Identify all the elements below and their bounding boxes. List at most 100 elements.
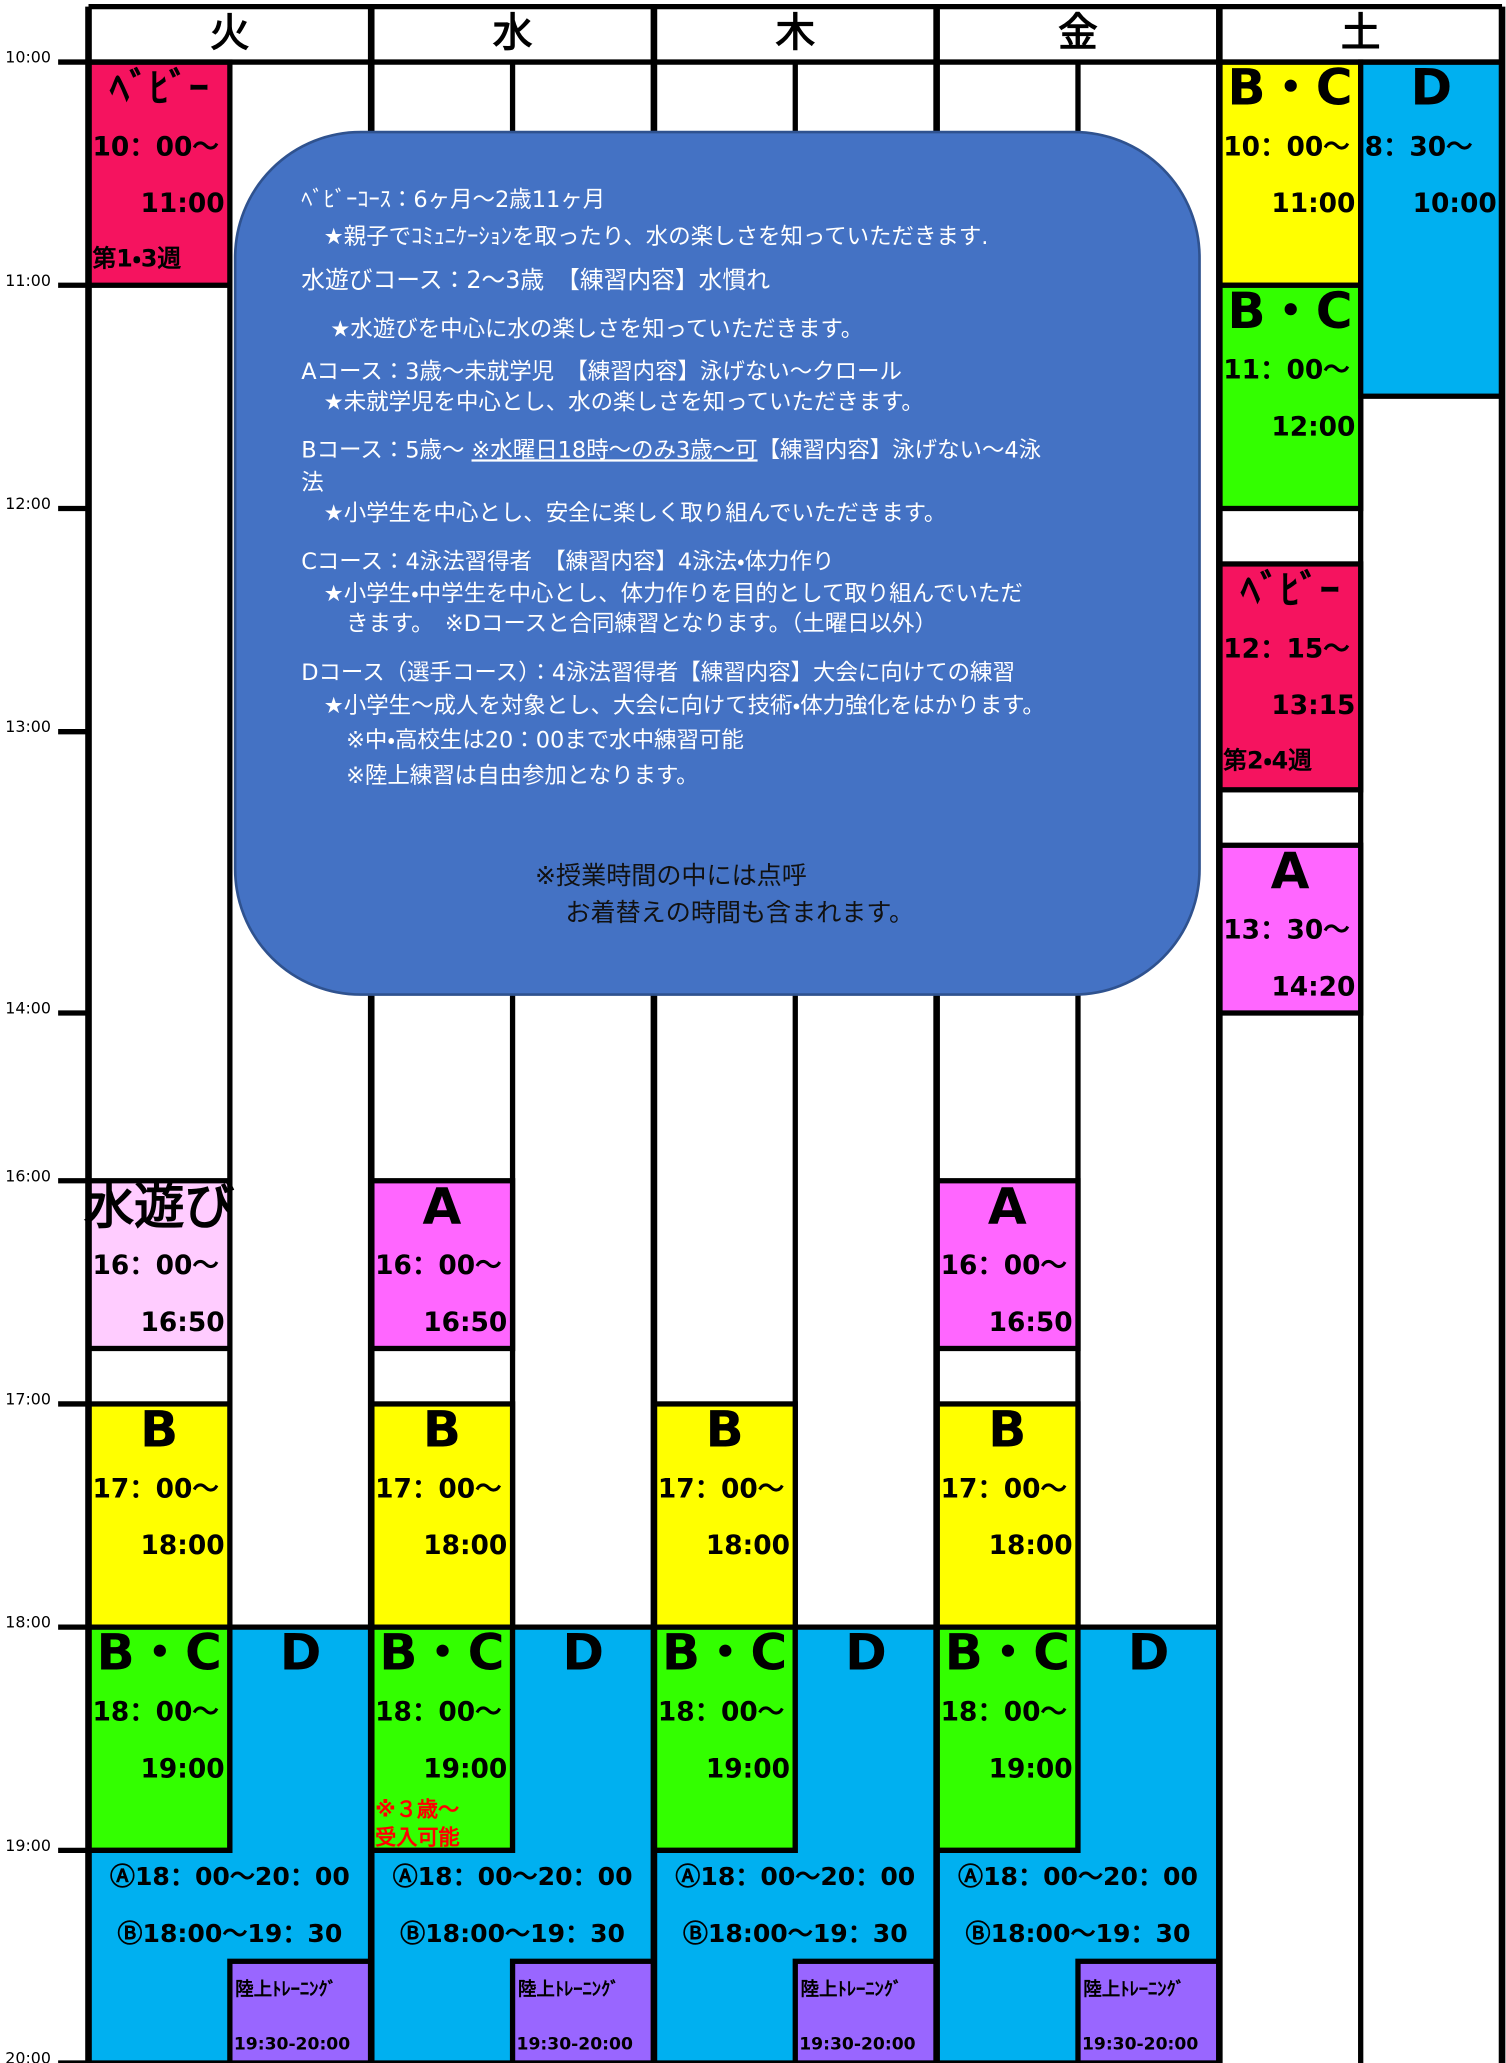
block-text: 陸上ﾄﾚｰﾆﾝｸﾞ — [801, 1978, 903, 2000]
block-text: 11：00～ — [1223, 355, 1349, 386]
block-text: B・C — [379, 1623, 504, 1682]
block-text: 18:00 — [141, 1530, 225, 1561]
info-text: Bコース：5歳～ ※水曜日18時～のみ3歳～可【練習内容】泳げない～4泳 — [301, 437, 1041, 463]
block-text: 10:00 — [1413, 188, 1497, 219]
block-text: 19:00 — [706, 1753, 790, 1784]
block-text: 受入可能 — [375, 1824, 460, 1849]
block-text: B・C — [97, 1623, 222, 1682]
time-label: 11:00 — [5, 271, 51, 290]
block-text: 17：00～ — [92, 1473, 218, 1504]
block-text: D — [845, 1623, 887, 1682]
block-text: B — [423, 1400, 461, 1459]
info-text: ★小学生を中心とし、安全に楽しく取り組んでいただきます。 — [324, 500, 947, 526]
block-text: 14:20 — [1271, 971, 1355, 1002]
block-text: 17：00～ — [658, 1473, 784, 1504]
info-text: ※中・高校生は20：00まで水中練習可能 — [346, 727, 744, 753]
block-text: 11:00 — [141, 188, 225, 219]
info-footer: ※授業時間の中には点呼 — [535, 861, 807, 890]
info-text: 水遊びコース：2～3歳 【練習内容】水慣れ — [301, 266, 770, 294]
class-block — [368, 1178, 516, 1352]
info-panel — [233, 130, 1201, 996]
block-text: 18:00 — [423, 1530, 507, 1561]
day-header: 土 — [1341, 10, 1381, 56]
info-box: ﾍﾞﾋﾞｰｺｰｽ：6ヶ月～2歳11ヶ月 ★親子でｺﾐｭﾆｹｰｼｮﾝを取ったり、水… — [233, 130, 1201, 996]
block-text: 第2・4週 — [1223, 747, 1312, 775]
info-text: ★水遊びを中心に水の楽しさを知っていただきます。 — [330, 317, 863, 343]
info-text: ★親子でｺﾐｭﾆｹｰｼｮﾝを取ったり、水の楽しさを知っていただきます. — [324, 224, 989, 250]
block-text: 19:30-20:00 — [234, 2035, 350, 2055]
block-text: 12：15～ — [1223, 633, 1349, 664]
block-text: 17：00～ — [375, 1473, 501, 1504]
info-footer: お着替えの時間も含まれます。 — [565, 898, 914, 927]
block-text: B・C — [1227, 58, 1352, 117]
block-text: 水遊び — [83, 1176, 235, 1235]
time-label: 16:00 — [5, 1166, 51, 1185]
block-text: 陸上ﾄﾚｰﾆﾝｸﾞ — [518, 1978, 620, 2000]
class-block — [509, 1958, 657, 2063]
block-text: 12:00 — [1271, 411, 1355, 442]
info-text: ★小学生～成人を対象とし、大会に向けて技術・体力強化をはかります。 — [324, 693, 1045, 719]
block-text: B・C — [1227, 281, 1352, 340]
block-text: D — [1128, 1623, 1170, 1682]
block-text: Ⓑ18:00～19：30 — [117, 1919, 342, 1948]
block-text: 11:00 — [1271, 188, 1355, 219]
info-text: ★未就学児を中心とし、水の楽しさを知っていただきます。 — [324, 389, 924, 415]
block-text: Ⓑ18:00～19：30 — [966, 1919, 1191, 1948]
block-text: B・C — [945, 1623, 1070, 1682]
class-block — [368, 1401, 516, 1630]
block-text: 陸上ﾄﾚｰﾆﾝｸﾞ — [1083, 1978, 1185, 2000]
time-label: 13:00 — [5, 717, 51, 736]
block-text: 第1・3週 — [92, 245, 181, 273]
block-text: D — [562, 1623, 604, 1682]
time-label: 14:00 — [5, 999, 51, 1018]
block-text: Ⓑ18:00～19：30 — [683, 1919, 908, 1948]
day-header: 水 — [492, 10, 533, 56]
block-text: 18:00 — [989, 1530, 1073, 1561]
block-text: D — [1411, 58, 1453, 117]
class-block — [85, 1401, 233, 1630]
class-block — [933, 1178, 1081, 1352]
block-text: ﾍﾞﾋﾞｰ — [109, 66, 209, 112]
block-text: 17：00～ — [941, 1473, 1067, 1504]
info-text: ※陸上練習は自由参加となります。 — [346, 763, 698, 789]
day-header: 木 — [775, 10, 815, 56]
block-text: 19:30-20:00 — [799, 2035, 915, 2055]
time-label: 10:00 — [5, 48, 51, 67]
info-text: 【練習内容】泳げない～4泳 — [758, 437, 1042, 463]
block-text: Ⓐ18：00～20：00 — [675, 1862, 915, 1891]
block-text: B・C — [662, 1623, 787, 1682]
info-text: ※水曜日18時～のみ3歳～可 — [472, 437, 758, 463]
class-block — [85, 1624, 233, 1854]
info-text: Cコース：4泳法習得者 【練習内容】4泳法・体力作り — [301, 549, 834, 575]
block-text: B — [705, 1400, 743, 1459]
time-label: 12:00 — [5, 494, 51, 513]
block-text: B — [140, 1400, 178, 1459]
class-block — [85, 59, 233, 288]
time-label: 17:00 — [5, 1389, 51, 1408]
block-text: B — [988, 1400, 1026, 1459]
block-text: 19:00 — [423, 1753, 507, 1784]
block-text: 16:50 — [423, 1307, 507, 1338]
block-text: 16:50 — [989, 1307, 1073, 1338]
time-label: 20:00 — [5, 2049, 51, 2063]
block-text: 18：00～ — [658, 1697, 784, 1728]
block-text: 18：00～ — [375, 1697, 501, 1728]
class-block — [1216, 561, 1364, 793]
info-text: きます。 ※Dコースと合同練習となります。（土曜日以外） — [346, 611, 937, 637]
block-text: D — [280, 1623, 322, 1682]
block-text: 18:00 — [706, 1530, 790, 1561]
info-text: Dコース（選手コース）：4泳法習得者【練習内容】大会に向けての練習 — [301, 660, 1015, 686]
block-text: 19:30-20:00 — [1082, 2035, 1198, 2055]
info-text: ﾍﾞﾋﾞｰｺｰｽ：6ヶ月～2歳11ヶ月 — [301, 187, 605, 213]
block-text: A — [988, 1176, 1027, 1235]
block-text: 19:00 — [141, 1753, 225, 1784]
block-text: 16：00～ — [941, 1250, 1067, 1281]
day-header: 火 — [210, 10, 250, 56]
class-block — [1216, 282, 1364, 512]
block-text: 16：00～ — [92, 1250, 218, 1281]
block-text: Ⓐ18：00～20：00 — [110, 1862, 350, 1891]
block-text: Ⓐ18：00～20：00 — [393, 1862, 633, 1891]
info-text: 法 — [301, 470, 323, 496]
info-text: ★小学生・中学生を中心とし、体力作りを目的として取り組んでいただ — [324, 581, 1023, 607]
